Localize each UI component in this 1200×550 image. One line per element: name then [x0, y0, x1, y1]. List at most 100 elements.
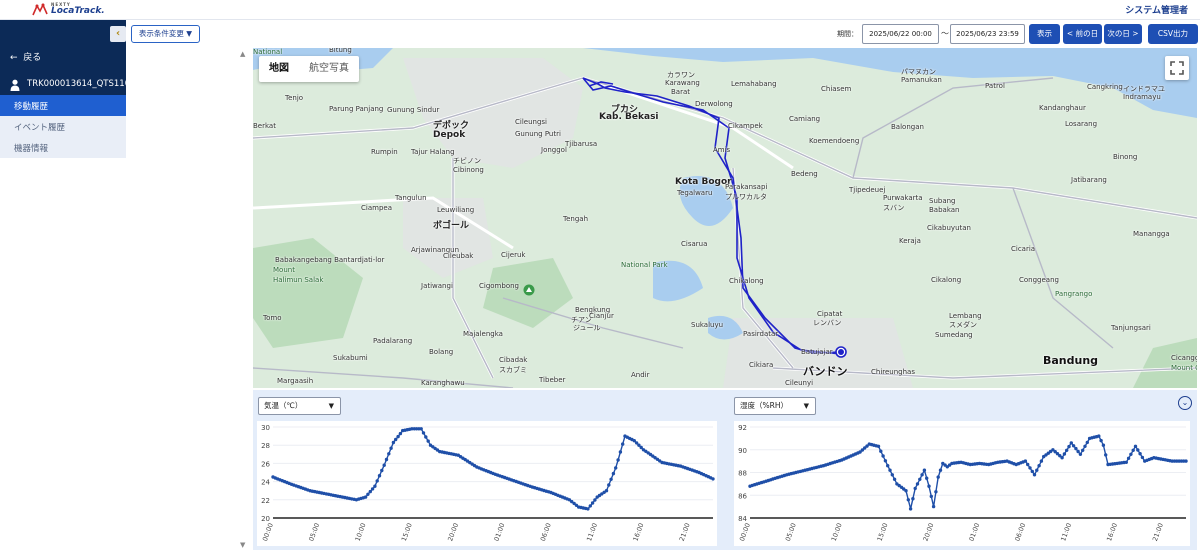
fullscreen-icon — [1170, 61, 1184, 75]
map-view[interactable]: 地図 航空写真 Bitung Tenjo Parung Panjang Berkat Gu… — [253, 48, 1197, 388]
data-point — [593, 498, 597, 502]
map-place-label: Amis — [713, 146, 731, 154]
csv-export-button[interactable]: CSV出力 — [1148, 24, 1198, 44]
prev-day-button[interactable]: < 前の日 — [1063, 24, 1102, 44]
y-tick-label: 22 — [261, 497, 270, 505]
data-point — [419, 427, 423, 431]
data-point — [906, 498, 910, 502]
data-point — [377, 474, 382, 478]
x-tick-label: 11:00 — [585, 522, 599, 542]
logo[interactable]: NEXTY LocaTrack. — [32, 2, 122, 18]
x-tick-label: 21:00 — [678, 522, 692, 542]
data-point — [382, 463, 386, 467]
data-point — [890, 473, 894, 477]
data-point — [1062, 452, 1067, 456]
map-place-label: National Park — [621, 261, 668, 269]
x-tick-label: 06:00 — [1013, 522, 1027, 542]
sidebar-item-label: 機器情報 — [14, 144, 49, 154]
tab-map[interactable]: 地図 — [269, 63, 289, 74]
map-type-switch: 地図 航空写真 — [259, 56, 359, 82]
sensor-charts-panel: 気温（℃） ▼ 湿度（%RH） ▼ ⌄ 20 22 24 26 28 30 00:00 05:… — [253, 390, 1197, 550]
x-tick-label: 00:00 — [261, 522, 275, 542]
y-tick-label: 92 — [738, 424, 747, 432]
device-row[interactable]: TRK000013614_QTS110 — [0, 75, 126, 95]
map-place-label: Berkat — [253, 122, 276, 130]
data-point — [611, 471, 616, 476]
data-point — [380, 468, 384, 473]
fullscreen-button[interactable] — [1165, 56, 1189, 80]
data-point — [375, 479, 379, 483]
map-place-label: Tenjo — [285, 94, 304, 102]
chevron-down-circle-icon[interactable]: ⌄ — [1178, 396, 1192, 410]
end-date-field[interactable]: 2025/06/23 23:59 — [950, 24, 1025, 44]
data-point — [396, 434, 400, 439]
data-point — [394, 437, 398, 442]
map-place-label: Koemendoeng — [809, 137, 860, 145]
tab-satellite[interactable]: 航空写真 — [309, 63, 349, 74]
data-point — [387, 452, 391, 456]
data-point — [370, 487, 375, 491]
scroll-up-icon[interactable]: ▲ — [240, 50, 246, 58]
data-point — [1131, 448, 1135, 452]
collapse-sidebar-button[interactable]: ‹ — [110, 26, 126, 42]
data-point — [883, 459, 888, 463]
map-place-label: Bitung — [329, 48, 352, 54]
sidebar-item-event-history[interactable]: イベント履歴 — [0, 116, 126, 137]
data-point — [600, 492, 604, 496]
data-point — [1074, 446, 1078, 451]
data-point — [634, 441, 639, 445]
x-tick-label: 05:00 — [784, 522, 798, 542]
data-point — [588, 504, 592, 508]
map-place-label: ブカシ — [611, 105, 639, 115]
map-place-label: スバン — [883, 204, 905, 212]
sidebar-header: ‹ ← 戻る — [0, 20, 126, 75]
data-point — [609, 477, 613, 481]
map-place-label: Conggeang — [1019, 276, 1059, 284]
data-point — [1060, 456, 1064, 460]
right-metric-select[interactable]: 湿度（%RH） ▼ — [734, 397, 816, 415]
start-date-field[interactable]: 2025/06/22 00:00 — [862, 24, 939, 44]
data-point — [1055, 452, 1060, 456]
data-point — [1101, 443, 1106, 447]
map-place-label: Kandanghaur — [1039, 104, 1086, 112]
sidebar-item-device-info[interactable]: 機器情報 — [0, 137, 126, 158]
map-place-label: Parung Panjang — [329, 105, 384, 113]
display-condition-button[interactable]: 表示条件変更 ▼ — [131, 25, 200, 43]
map-place-label: Cikampek — [728, 122, 763, 130]
map-place-label: Derwolong — [695, 100, 733, 108]
map-place-label: Bedeng — [791, 170, 818, 178]
map-place-label: Jonggol — [541, 146, 567, 154]
map-place-label: Padalarang — [373, 337, 413, 345]
temperature-chart-svg: 20 22 24 26 28 30 00:00 05:00 10:00 15:00 20:00 01:… — [261, 424, 715, 542]
data-point — [391, 440, 396, 445]
map-place-label: Tibeber — [539, 376, 566, 384]
data-point — [586, 507, 590, 511]
right-metric-value: 湿度（%RH） — [740, 401, 788, 410]
y-tick-label: 90 — [738, 447, 747, 455]
data-point — [616, 458, 620, 462]
map-place-label: Cileungsi — [515, 118, 547, 126]
user-name[interactable]: システム管理者 — [1125, 6, 1188, 16]
data-point — [1099, 438, 1103, 443]
data-point — [922, 468, 927, 472]
map-place-label: Lemahabang — [731, 80, 777, 88]
scroll-down-icon[interactable]: ▼ — [240, 541, 246, 549]
show-button[interactable]: 表示 — [1029, 24, 1060, 44]
map-place-label: Mount Cir — [1171, 364, 1197, 372]
map-place-label: Halimun Salak — [273, 276, 324, 284]
back-link[interactable]: ← 戻る — [10, 50, 41, 63]
map-place-label: デポック — [433, 121, 470, 131]
data-point — [929, 494, 933, 499]
chevron-down-icon: ▼ — [328, 402, 334, 410]
y-tick-label: 88 — [738, 470, 747, 478]
map-place-label: Gunung Sindur — [387, 106, 440, 114]
next-day-button[interactable]: 次の日 > — [1104, 24, 1142, 44]
sidebar: ‹ ← 戻る TRK000013614_QTS110 移動履歴 イベント履歴 機… — [0, 20, 126, 550]
map-place-label: バンドン — [803, 365, 848, 378]
map-place-label: Kota Bogor — [675, 177, 732, 187]
humidity-chart: 84 86 88 90 92 00:00 05:00 10:00 15:00 20:00 01:00… — [734, 421, 1190, 546]
sidebar-item-movement-history[interactable]: 移動履歴 — [0, 95, 126, 116]
data-point — [1124, 460, 1128, 464]
left-metric-select[interactable]: 気温（℃） ▼ — [258, 397, 341, 415]
map-place-label: Cijeruk — [501, 251, 526, 259]
